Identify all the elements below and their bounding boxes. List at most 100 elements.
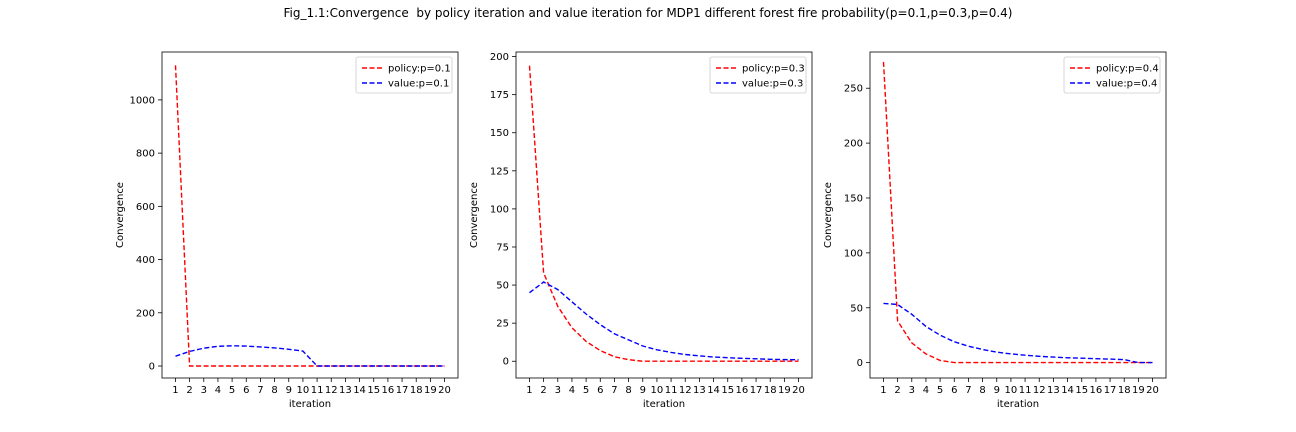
legend-label: policy:p=0.1 [388, 64, 451, 75]
y-tick-label: 25 [496, 319, 509, 330]
series-line-value-p-0-4 [883, 302, 1153, 364]
x-tick-label: 19 [424, 385, 437, 396]
x-tick-label: 15 [721, 385, 734, 396]
y-tick-label: 600 [136, 202, 155, 213]
x-tick-label: 5 [229, 385, 235, 396]
x-tick-label: 5 [583, 385, 589, 396]
x-tick-label: 15 [1075, 385, 1088, 396]
y-tick-label: 50 [850, 303, 863, 314]
series-line-policy-p-0-1 [174, 65, 445, 367]
y-tick-label: 0 [503, 357, 509, 368]
x-tick-label: 3 [909, 385, 915, 396]
x-tick-label: 13 [1047, 385, 1060, 396]
y-axis-label: Convergence [823, 182, 834, 248]
x-tick-label: 13 [693, 385, 706, 396]
y-tick-label: 400 [136, 255, 155, 266]
x-tick-label: 1 [172, 385, 178, 396]
y-tick-label: 50 [496, 281, 509, 292]
chart-panel-1: 1 2 3 4 5 6 7 8 9 10 11 12 13 14 15 16 17 18 19 20020040060… [115, 51, 459, 410]
x-tick-label: 6 [243, 385, 249, 396]
x-axis-label: iteration [643, 399, 685, 410]
x-tick-label: 7 [257, 385, 263, 396]
legend: policy:p=0.3 value:p=0.3 [709, 56, 807, 94]
legend: policy:p=0.4 value:p=0.4 [1063, 56, 1161, 94]
chart-panel-3: 1 2 3 4 5 6 7 8 9 10 11 12 13 14 15 16 17 18 19 20050100150… [823, 51, 1167, 410]
x-tick-label: 8 [625, 385, 631, 396]
plot-frame [161, 51, 459, 379]
y-tick-label: 200 [490, 52, 509, 63]
x-tick-label: 4 [215, 385, 221, 396]
x-tick-label: 2 [186, 385, 192, 396]
y-tick-label: 1000 [130, 95, 155, 106]
x-tick-label: 17 [396, 385, 409, 396]
y-tick-label: 150 [844, 193, 863, 204]
y-tick-label: 125 [490, 166, 509, 177]
y-axis-label: Convergence [469, 182, 480, 248]
series-line-policy-p-0-4 [882, 61, 1153, 364]
x-tick-label: 7 [965, 385, 971, 396]
legend-label: policy:p=0.3 [742, 64, 805, 75]
y-tick-label: 250 [844, 84, 863, 95]
legend-box [709, 56, 807, 94]
legend-box [1063, 56, 1161, 94]
x-tick-label: 4 [569, 385, 575, 396]
y-tick-label: 100 [844, 248, 863, 259]
x-tick-label: 16 [736, 385, 749, 396]
y-tick-label: 75 [496, 242, 509, 253]
x-tick-label: 20 [438, 385, 451, 396]
x-tick-label: 14 [1061, 385, 1074, 396]
x-tick-label: 12 [325, 385, 338, 396]
figure-title: Fig_1.1:Convergence by policy iteration … [283, 6, 1013, 20]
series-line-value-p-0-3 [529, 281, 799, 361]
plot-frame [515, 51, 813, 379]
y-tick-label: 800 [136, 149, 155, 160]
legend-label: policy:p=0.4 [1096, 64, 1159, 75]
x-tick-label: 18 [410, 385, 423, 396]
y-tick-label: 200 [844, 139, 863, 150]
y-tick-label: 150 [490, 128, 509, 139]
x-tick-label: 17 [750, 385, 763, 396]
x-tick-label: 3 [555, 385, 561, 396]
y-tick-label: 0 [857, 358, 863, 369]
x-tick-label: 1 [880, 385, 886, 396]
x-tick-label: 11 [311, 385, 324, 396]
x-tick-label: 16 [382, 385, 395, 396]
x-tick-label: 19 [1132, 385, 1145, 396]
x-tick-label: 1 [526, 385, 532, 396]
x-tick-label: 9 [286, 385, 292, 396]
x-tick-label: 3 [201, 385, 207, 396]
legend-box [355, 56, 453, 94]
x-tick-label: 8 [979, 385, 985, 396]
x-tick-label: 14 [707, 385, 720, 396]
legend-label: value:p=0.3 [742, 79, 803, 90]
plot-frame [869, 51, 1167, 379]
x-tick-label: 17 [1104, 385, 1117, 396]
y-tick-label: 200 [136, 308, 155, 319]
x-tick-label: 4 [923, 385, 929, 396]
x-tick-label: 9 [994, 385, 1000, 396]
x-tick-label: 6 [951, 385, 957, 396]
x-tick-label: 19 [778, 385, 791, 396]
chart-panel-2: 1 2 3 4 5 6 7 8 9 10 11 12 13 14 15 16 17 18 19 20025507510… [469, 51, 813, 410]
legend-label: value:p=0.1 [388, 79, 449, 90]
x-tick-label: 6 [597, 385, 603, 396]
y-tick-label: 0 [149, 362, 155, 373]
x-tick-label: 10 [297, 385, 310, 396]
x-tick-label: 18 [764, 385, 777, 396]
x-tick-label: 10 [1005, 385, 1018, 396]
x-tick-label: 15 [367, 385, 380, 396]
series-line-value-p-0-1 [175, 345, 445, 367]
x-tick-label: 20 [792, 385, 805, 396]
x-axis-label: iteration [289, 399, 331, 410]
legend-label: value:p=0.4 [1096, 79, 1157, 90]
legend: policy:p=0.1 value:p=0.1 [355, 56, 453, 94]
x-tick-label: 20 [1146, 385, 1159, 396]
x-tick-label: 11 [1019, 385, 1032, 396]
y-tick-label: 100 [490, 204, 509, 215]
series-line-policy-p-0-3 [528, 65, 799, 362]
x-tick-label: 12 [1033, 385, 1046, 396]
x-tick-label: 16 [1090, 385, 1103, 396]
x-tick-label: 9 [640, 385, 646, 396]
